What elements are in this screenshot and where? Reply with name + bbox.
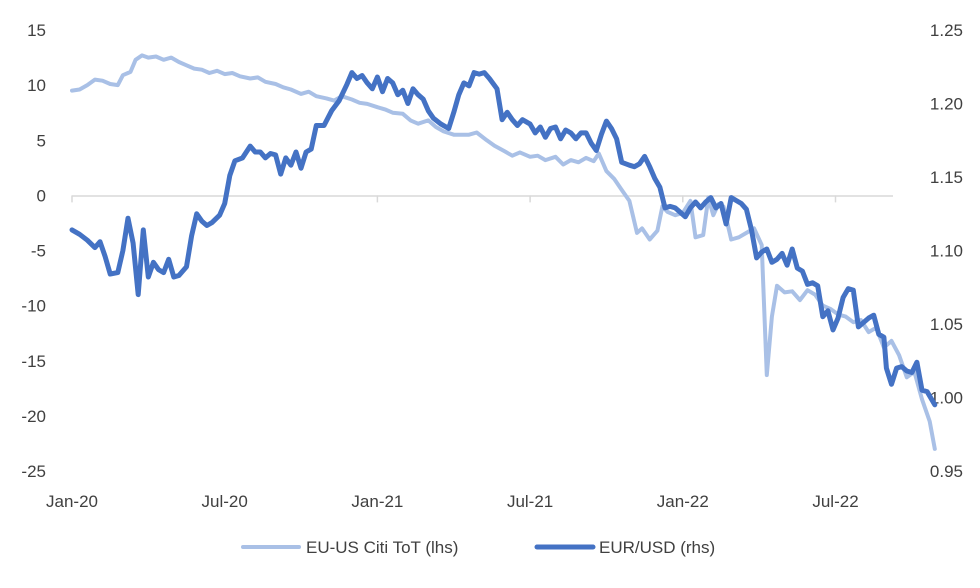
left-tick-label: -5 — [31, 242, 46, 261]
series-layer — [69, 53, 938, 451]
left-tick-label: -15 — [21, 352, 46, 371]
right-tick-label: 1.05 — [930, 315, 963, 334]
right-tick-label: 1.25 — [930, 21, 963, 40]
series-line-eurusd — [69, 70, 938, 408]
right-tick-label: 1.10 — [930, 242, 963, 261]
legend: EU-US Citi ToT (lhs) EUR/USD (rhs) — [241, 538, 715, 557]
x-tick-label: Jan-22 — [657, 492, 709, 511]
x-tick-label: Jan-20 — [46, 492, 98, 511]
right-axis-ticks: 1.25 1.20 1.15 1.10 1.05 1.00 0.95 — [930, 21, 963, 481]
x-tick-label: Jul-21 — [507, 492, 553, 511]
left-tick-label: 0 — [37, 186, 46, 205]
x-axis-ticks: Jan-20 Jul-20 Jan-21 Jul-21 Jan-22 Jul-22 — [46, 195, 859, 511]
left-axis-ticks: 15 10 5 0 -5 -10 -15 -20 -25 — [21, 21, 46, 481]
left-tick-label: 10 — [27, 76, 46, 95]
left-tick-label: -20 — [21, 407, 46, 426]
right-tick-label: 1.15 — [930, 168, 963, 187]
x-tick-label: Jul-20 — [202, 492, 248, 511]
legend-label: EUR/USD (rhs) — [599, 538, 715, 557]
right-tick-label: 1.20 — [930, 95, 963, 114]
x-tick-label: Jul-22 — [812, 492, 858, 511]
left-tick-label: 5 — [37, 131, 46, 150]
right-tick-label: 1.00 — [930, 389, 963, 408]
series-line-citi-tot — [70, 53, 937, 451]
left-tick-label: -10 — [21, 297, 46, 316]
x-tick-label: Jan-21 — [351, 492, 403, 511]
legend-label: EU-US Citi ToT (lhs) — [306, 538, 458, 557]
right-tick-label: 0.95 — [930, 462, 963, 481]
left-tick-label: 15 — [27, 21, 46, 40]
left-tick-label: -25 — [21, 462, 46, 481]
